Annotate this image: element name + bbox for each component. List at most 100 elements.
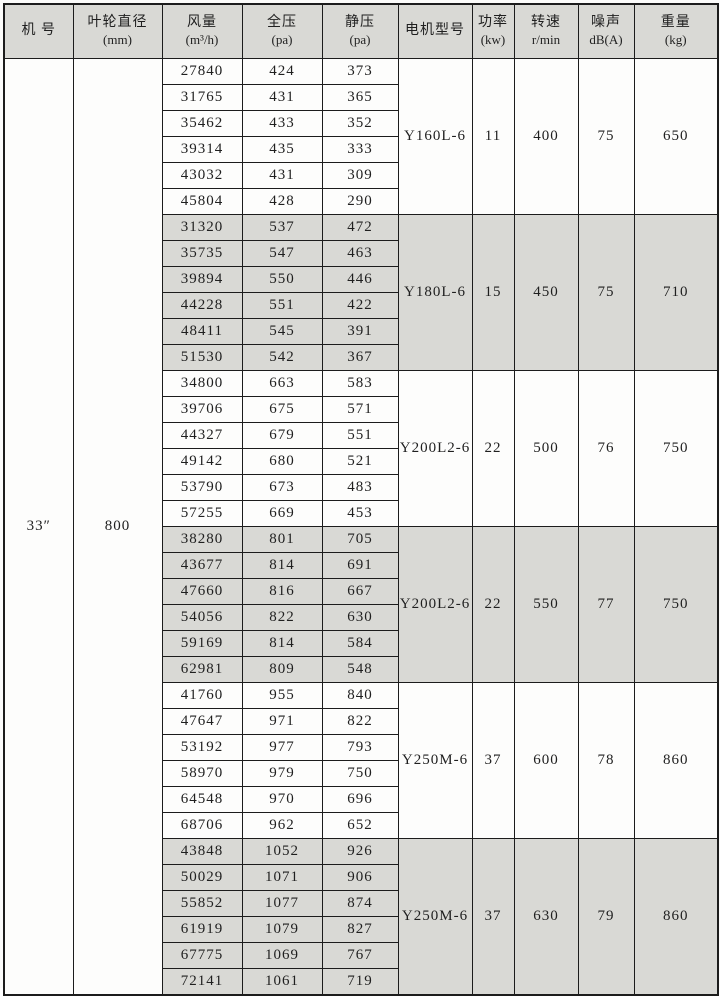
noise-cell: 77 xyxy=(577,525,635,683)
header-unit: (kg) xyxy=(664,31,687,47)
header-airflow: 风量 (m³/h) xyxy=(161,3,243,59)
header-label: 电机型号 xyxy=(405,23,465,39)
table-row: 58970 979 750 xyxy=(4,759,718,787)
airflow-cell: 54056 xyxy=(161,603,243,631)
impeller-diameter-cell: 800 xyxy=(72,57,163,995)
table-row: 47660 816 667 xyxy=(4,577,718,605)
static-pressure-cell: 696 xyxy=(321,785,399,813)
static-pressure-cell: 719 xyxy=(321,967,399,995)
airflow-cell: 72141 xyxy=(161,967,243,995)
total-pressure-cell: 1071 xyxy=(241,863,323,891)
airflow-cell: 27840 xyxy=(161,57,243,85)
speed-cell: 630 xyxy=(513,837,579,995)
total-pressure-cell: 431 xyxy=(241,161,323,189)
static-pressure-cell: 691 xyxy=(321,551,399,579)
static-pressure-cell: 583 xyxy=(321,369,399,397)
power-cell: 11 xyxy=(471,57,515,215)
motor-model-cell: Y200L2-6 xyxy=(397,525,473,683)
speed-cell: 400 xyxy=(513,57,579,215)
table-row: 49142 680 521 xyxy=(4,447,718,475)
table-row: 68706 962 652 xyxy=(4,811,718,839)
table-row: 51530 542 367 xyxy=(4,343,718,371)
total-pressure-cell: 424 xyxy=(241,57,323,85)
header-unit: (kw) xyxy=(480,31,506,47)
table-row: 41760 955 840 Y250M-6 37 600 78 860 xyxy=(4,681,719,839)
table-row: 55852 1077 874 xyxy=(4,889,718,917)
airflow-cell: 31765 xyxy=(161,83,243,111)
static-pressure-cell: 333 xyxy=(321,135,399,163)
static-pressure-cell: 367 xyxy=(321,343,399,371)
airflow-cell: 53790 xyxy=(161,473,243,501)
table-row: 43032 431 309 xyxy=(4,161,718,189)
header-row: 机 号 叶轮直径 (mm) 风量 (m³/h) 全压 (pa) 静压 (pa) xyxy=(3,3,719,59)
table-row: 67775 1069 767 xyxy=(4,941,718,969)
power-cell: 37 xyxy=(471,681,515,839)
total-pressure-cell: 680 xyxy=(241,447,323,475)
total-pressure-cell: 431 xyxy=(241,83,323,111)
airflow-cell: 49142 xyxy=(161,447,243,475)
weight-cell: 710 xyxy=(633,213,719,371)
total-pressure-cell: 971 xyxy=(241,707,323,735)
airflow-cell: 39314 xyxy=(161,135,243,163)
table-row: 44327 679 551 xyxy=(4,421,718,449)
airflow-cell: 68706 xyxy=(161,811,243,839)
total-pressure-cell: 675 xyxy=(241,395,323,423)
header-noise: 噪声 dB(A) xyxy=(577,3,635,59)
motor-model-cell: Y180L-6 xyxy=(397,213,473,371)
power-cell: 15 xyxy=(471,213,515,371)
airflow-cell: 67775 xyxy=(161,941,243,969)
total-pressure-cell: 1079 xyxy=(241,915,323,943)
table-row: 61919 1079 827 xyxy=(4,915,718,943)
header-unit: (pa) xyxy=(271,31,293,47)
total-pressure-cell: 1077 xyxy=(241,889,323,917)
total-pressure-cell: 542 xyxy=(241,343,323,371)
header-machine-no: 机 号 xyxy=(3,3,74,59)
total-pressure-cell: 679 xyxy=(241,421,323,449)
static-pressure-cell: 521 xyxy=(321,447,399,475)
header-label: 风量 xyxy=(187,14,217,30)
static-pressure-cell: 652 xyxy=(321,811,399,839)
total-pressure-cell: 663 xyxy=(241,369,323,397)
total-pressure-cell: 809 xyxy=(241,655,323,683)
motor-model-cell: Y160L-6 xyxy=(397,57,473,215)
speed-cell: 600 xyxy=(513,681,579,839)
header-static-pressure: 静压 (pa) xyxy=(321,3,399,59)
table-row: 44228 551 422 xyxy=(4,291,718,319)
noise-cell: 76 xyxy=(577,369,635,527)
airflow-cell: 39706 xyxy=(161,395,243,423)
table-row: 39894 550 446 xyxy=(4,265,718,293)
airflow-cell: 45804 xyxy=(161,187,243,215)
static-pressure-cell: 422 xyxy=(321,291,399,319)
total-pressure-cell: 822 xyxy=(241,603,323,631)
header-label: 全压 xyxy=(267,14,297,30)
motor-model-cell: Y200L2-6 xyxy=(397,369,473,527)
static-pressure-cell: 463 xyxy=(321,239,399,267)
total-pressure-cell: 428 xyxy=(241,187,323,215)
table-row: 53192 977 793 xyxy=(4,733,718,761)
static-pressure-cell: 584 xyxy=(321,629,399,657)
total-pressure-cell: 1052 xyxy=(241,837,323,865)
table-row: 34800 663 583 Y200L2-6 22 500 76 750 xyxy=(4,369,719,527)
static-pressure-cell: 551 xyxy=(321,421,399,449)
header-label: 噪声 xyxy=(591,14,621,30)
airflow-cell: 34800 xyxy=(161,369,243,397)
airflow-cell: 38280 xyxy=(161,525,243,553)
static-pressure-cell: 667 xyxy=(321,577,399,605)
header-label: 机 号 xyxy=(21,23,56,39)
noise-cell: 75 xyxy=(577,213,635,371)
static-pressure-cell: 290 xyxy=(321,187,399,215)
static-pressure-cell: 767 xyxy=(321,941,399,969)
static-pressure-cell: 472 xyxy=(321,213,399,241)
machine-no-cell: 33″ xyxy=(3,57,74,995)
static-pressure-cell: 793 xyxy=(321,733,399,761)
total-pressure-cell: 1061 xyxy=(241,967,323,995)
weight-cell: 860 xyxy=(633,681,719,839)
table-row: 38280 801 705 Y200L2-6 22 550 77 750 xyxy=(4,525,719,683)
total-pressure-cell: 977 xyxy=(241,733,323,761)
airflow-cell: 61919 xyxy=(161,915,243,943)
weight-cell: 750 xyxy=(633,525,719,683)
total-pressure-cell: 1069 xyxy=(241,941,323,969)
static-pressure-cell: 705 xyxy=(321,525,399,553)
airflow-cell: 35735 xyxy=(161,239,243,267)
static-pressure-cell: 926 xyxy=(321,837,399,865)
